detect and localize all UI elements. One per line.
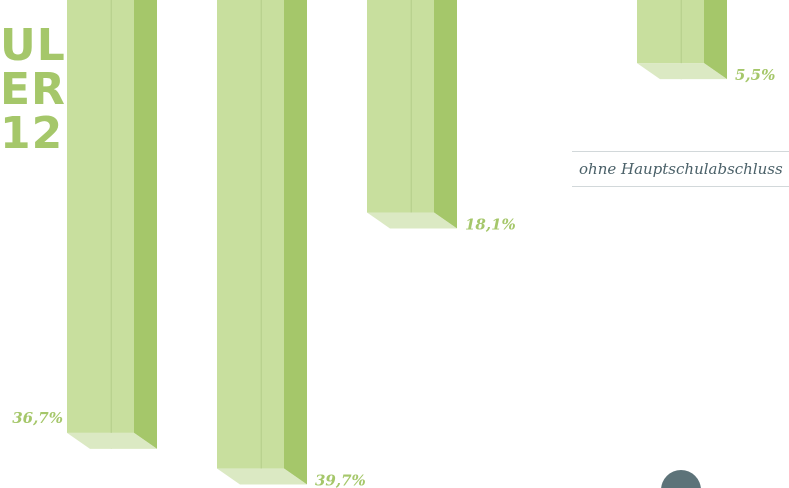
bar-front xyxy=(67,0,134,433)
icon-fragment xyxy=(661,470,701,488)
bar-base xyxy=(67,432,157,449)
bar-side xyxy=(134,0,157,449)
chart-title-line: 12 xyxy=(0,108,64,159)
bar-2: 39,7% xyxy=(217,0,366,488)
bar-3: 18,1% xyxy=(367,0,516,233)
bar-base xyxy=(367,212,457,229)
bar-value-label: 36,7% xyxy=(12,409,63,427)
bar-4: 5,5% xyxy=(637,0,775,84)
chart-title-line: ER xyxy=(0,64,66,115)
bar-front xyxy=(217,0,284,469)
bar-side xyxy=(434,0,457,229)
category-label: ohne Hauptschulabschluss xyxy=(579,160,783,178)
bar-value-label: 5,5% xyxy=(735,66,775,84)
bar-base xyxy=(217,468,307,485)
bar-base xyxy=(637,63,727,80)
category-label-box: ohne Hauptschulabschluss xyxy=(572,151,789,187)
bar-value-label: 18,1% xyxy=(465,215,516,233)
bar-side xyxy=(704,0,727,80)
bar-side xyxy=(284,0,307,485)
bar-1: 36,7% xyxy=(12,0,157,449)
bar-front xyxy=(637,0,704,64)
bar-value-label: 39,7% xyxy=(315,471,366,488)
bar-front xyxy=(367,0,434,213)
